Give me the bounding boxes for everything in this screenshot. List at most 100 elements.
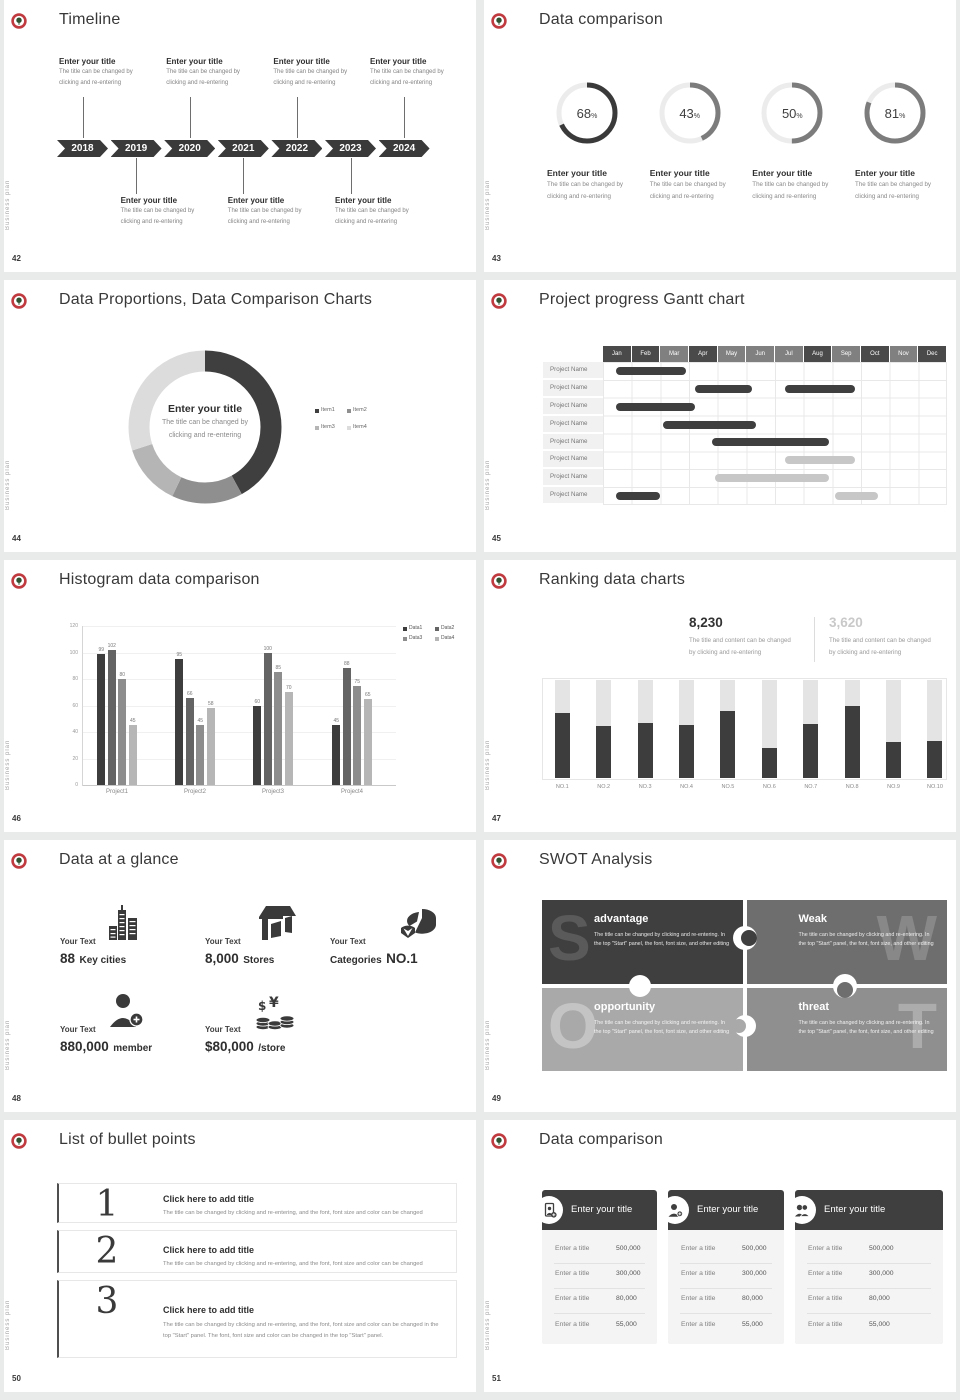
bar-value-label: 65 xyxy=(364,691,371,698)
y-tick-label: 80 xyxy=(72,676,78,682)
ring-percent-sign: % xyxy=(591,113,598,120)
column-fill xyxy=(554,713,570,778)
slide-46-histogram[interactable]: Business plan Histogram data comparison … xyxy=(4,560,476,832)
bullet-number: 3 xyxy=(95,1281,119,1322)
stat-unit: Categories xyxy=(330,955,382,966)
column-fill xyxy=(761,747,777,778)
slide-51-data-comparison[interactable]: Business plan Data comparison Enter your… xyxy=(484,1120,956,1392)
timeline-entry-desc: clicking and re-entering xyxy=(227,219,290,225)
page-number: 43 xyxy=(492,254,501,263)
pie-icon xyxy=(401,909,436,938)
bar xyxy=(363,698,372,785)
compare-card-body xyxy=(542,1230,657,1344)
x-tick-label: Project3 xyxy=(261,789,284,795)
timeline-connector xyxy=(350,158,352,194)
x-tick-label: NO.8 xyxy=(845,784,859,790)
bar xyxy=(196,725,205,785)
stat-item-label: Your Text xyxy=(330,937,366,946)
slide-47-ranking[interactable]: Business plan Ranking data charts 8,230 T… xyxy=(484,560,956,832)
timeline-connector xyxy=(189,97,191,138)
page-number: 46 xyxy=(12,814,21,823)
timeline-entry-title: Enter your title xyxy=(370,57,427,66)
x-tick-label: Project4 xyxy=(340,789,363,795)
page-number: 45 xyxy=(492,534,501,543)
bullet-number: 1 xyxy=(95,1184,119,1225)
stat-number: 88 xyxy=(60,951,76,966)
swot-quad-title: threat xyxy=(798,1000,830,1013)
page-number: 48 xyxy=(12,1094,21,1103)
bar-value-label: 102 xyxy=(107,642,116,649)
gantt-month-header: Oct xyxy=(861,346,889,362)
stat-item-label: Your Text xyxy=(205,1025,241,1034)
legend-label: Item2 xyxy=(353,407,367,413)
bar xyxy=(206,708,215,785)
slide-45-gantt[interactable]: Business plan Project progress Gantt cha… xyxy=(484,280,956,552)
compare-card-avatar-circle xyxy=(661,1196,689,1224)
bar-value-label: 75 xyxy=(354,678,361,685)
gantt-month-header: Jul xyxy=(775,346,803,362)
ranking-frame xyxy=(542,678,947,780)
timeline-entry-desc: The title can be changed by xyxy=(273,69,348,75)
puzzle-knob xyxy=(741,930,757,946)
y-tick-label: 60 xyxy=(72,702,78,709)
x-tick-label: Project1 xyxy=(105,789,128,795)
legend-swatch xyxy=(403,627,407,631)
bar-value-label: 45 xyxy=(197,718,204,725)
brand-logo-icon xyxy=(491,853,507,869)
stat-number: NO.1 xyxy=(386,951,418,966)
stat-item-label: Your Text xyxy=(60,937,96,946)
stat-unit: Stores xyxy=(243,955,275,966)
compare-card-title: Enter your title xyxy=(824,1204,886,1215)
compare-row-value: 55,000 xyxy=(616,1321,637,1328)
compare-card-body xyxy=(795,1230,943,1344)
ring-percent-number: 81 xyxy=(884,106,900,121)
slide-50-bullet-list[interactable]: Business plan List of bullet points 1 Cli… xyxy=(4,1120,476,1392)
page-number: 49 xyxy=(492,1094,501,1103)
compare-row-value: 300,000 xyxy=(869,1270,894,1277)
x-tick-label: NO.6 xyxy=(762,784,776,790)
x-tick-label: NO.2 xyxy=(597,784,611,790)
timeline-entry-desc: clicking and re-entering xyxy=(335,219,398,225)
slide-title: Histogram data comparison xyxy=(59,571,260,588)
legend-label: Data3 xyxy=(409,635,423,641)
bar-value-label: 100 xyxy=(263,645,272,652)
gridline xyxy=(82,732,396,733)
bar xyxy=(274,672,283,785)
gantt-month-header: Jan xyxy=(603,346,631,362)
stat-divider xyxy=(814,617,815,662)
timeline-year-chip: 2018 xyxy=(57,140,108,157)
gantt-bar xyxy=(694,384,753,393)
slide-44-proportions[interactable]: Business plan Data Proportions, Data Com… xyxy=(4,280,476,552)
gantt-bar xyxy=(615,402,695,411)
ring-entry-title: Enter your title xyxy=(752,168,813,178)
compare-cards-canvas: Enter your title Enter a title 500,000 Ente… xyxy=(484,1120,956,1392)
timeline-entry-desc: clicking and re-entering xyxy=(166,80,229,86)
brand-logo-icon xyxy=(11,1133,27,1149)
stat-item-value: 8,000 Stores xyxy=(205,950,375,968)
ring-entry-desc: The title can be changed by xyxy=(752,181,829,188)
slide-42-timeline[interactable]: Business plan Timeline 2018 2019 2020 2021 2… xyxy=(4,0,476,272)
column-fill xyxy=(720,711,736,778)
slide-48-data-glance[interactable]: Business plan Data at a glance Your Text… xyxy=(4,840,476,1112)
ring-entry-desc: The title can be changed by xyxy=(855,181,932,188)
stat-number: $80,000 xyxy=(205,1039,254,1054)
ring-entry-desc: clicking and re-entering xyxy=(752,193,817,200)
bullet-desc: The title can be changed by clicking and… xyxy=(163,1210,423,1216)
legend-swatch xyxy=(347,426,351,430)
legend-swatch xyxy=(315,426,319,430)
progress-ring xyxy=(659,82,721,144)
bar xyxy=(175,659,184,785)
timeline-entry-desc: The title can be changed by xyxy=(335,208,409,214)
gantt-row-label: Project Name xyxy=(543,379,603,397)
timeline-entry-title: Enter your title xyxy=(59,57,116,66)
slide-43-data-comparison[interactable]: Business plan Data comparison 68% Enter y… xyxy=(484,0,956,272)
column-fill xyxy=(886,741,902,778)
y-tick-label: 20 xyxy=(72,755,78,762)
compare-row-divider xyxy=(680,1288,772,1289)
gantt-bar xyxy=(615,492,661,501)
timeline-year-chip: 2022 xyxy=(271,140,323,157)
gantt-row-label: Project Name xyxy=(543,451,603,469)
bar xyxy=(263,652,272,785)
